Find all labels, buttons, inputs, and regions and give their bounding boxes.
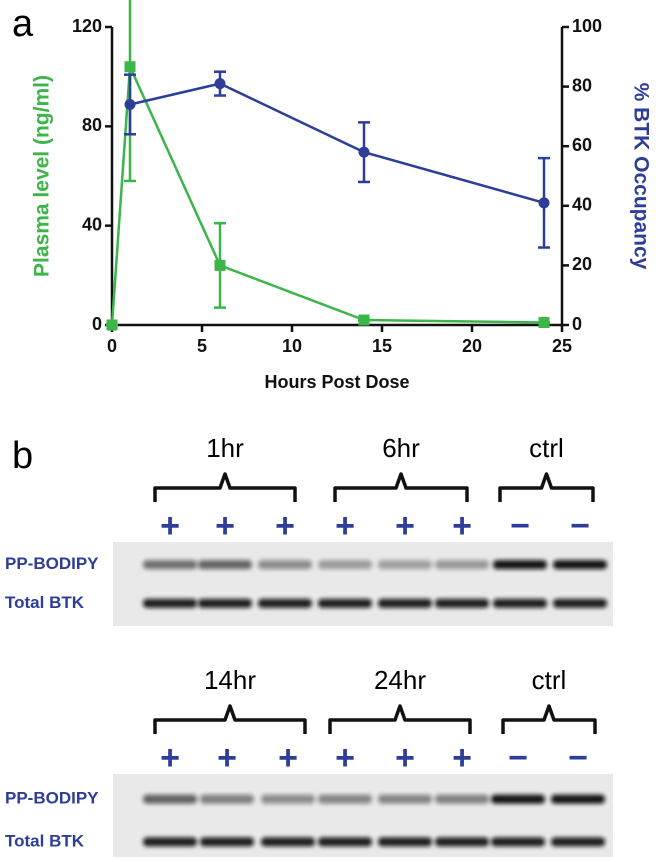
x-tick-label: 0 — [107, 336, 117, 356]
band — [200, 837, 254, 847]
y2-tick-label: 0 — [572, 314, 582, 334]
bracket — [501, 704, 597, 734]
treatment-sign: + — [278, 739, 298, 777]
point — [124, 98, 136, 110]
panel-label: a — [12, 3, 34, 45]
bracket — [153, 472, 297, 502]
y-axis-label: Plasma level (ng/ml) — [31, 75, 54, 277]
x-tick-label: 10 — [282, 336, 302, 356]
band — [378, 598, 432, 608]
row-label: PP-BODIPY — [5, 554, 99, 573]
treatment-sign: − — [568, 739, 588, 777]
x-tick-label: 20 — [462, 336, 482, 356]
y-tick-label: 80 — [82, 115, 102, 135]
y2-tick-label: 40 — [572, 195, 592, 215]
treatment-sign: + — [160, 739, 180, 777]
bracket — [328, 704, 472, 734]
band — [318, 560, 372, 570]
point — [106, 319, 118, 331]
point — [358, 314, 370, 326]
series-line — [129, 82, 545, 205]
band — [378, 560, 432, 570]
band — [551, 794, 605, 804]
panel-label: b — [12, 435, 33, 477]
x-tick-label: 5 — [197, 336, 207, 356]
y-tick-label: 120 — [72, 16, 102, 36]
band — [378, 794, 432, 804]
band — [493, 560, 547, 570]
gel — [113, 774, 613, 862]
band — [318, 837, 372, 847]
row-label: PP-BODIPY — [5, 789, 99, 808]
band — [261, 837, 315, 847]
y2-tick-label: 60 — [572, 135, 592, 155]
row-label: Total BTK — [5, 831, 85, 850]
gel — [113, 542, 613, 626]
band — [435, 837, 489, 847]
band — [553, 560, 607, 570]
treatment-sign: + — [217, 739, 237, 777]
band — [198, 560, 252, 570]
band — [435, 560, 489, 570]
x-tick-label: 15 — [372, 336, 392, 356]
band — [435, 598, 489, 608]
y2-tick-label: 100 — [572, 16, 602, 36]
band — [553, 598, 607, 608]
band — [200, 794, 254, 804]
band — [318, 794, 372, 804]
band — [143, 560, 197, 570]
treatment-sign: − — [570, 507, 590, 545]
row-label: Total BTK — [5, 593, 85, 612]
band — [198, 598, 252, 608]
bracket — [153, 704, 307, 734]
band — [378, 837, 432, 847]
band — [491, 837, 545, 847]
y-tick-label: 0 — [92, 314, 102, 334]
group-label: 6hr — [382, 433, 420, 463]
band — [493, 598, 547, 608]
y2-tick-label: 20 — [572, 254, 592, 274]
point — [214, 78, 226, 90]
band — [143, 837, 197, 847]
band — [143, 794, 197, 804]
x-axis-label: Hours Post Dose — [264, 372, 409, 392]
group-label: ctrl — [529, 433, 564, 463]
treatment-sign: + — [160, 507, 180, 545]
band — [258, 560, 312, 570]
band — [258, 598, 312, 608]
treatment-sign: + — [395, 507, 415, 545]
treatment-sign: − — [508, 739, 528, 777]
group-label: 24hr — [374, 665, 426, 695]
group-label: 14hr — [204, 665, 256, 695]
group-label: 1hr — [206, 433, 244, 463]
point — [538, 317, 550, 329]
x-tick-label: 25 — [552, 336, 572, 356]
y-tick-label: 40 — [82, 214, 102, 234]
point — [538, 197, 550, 209]
point — [214, 259, 226, 271]
bracket — [498, 472, 595, 502]
point — [124, 61, 136, 73]
y2-tick-label: 80 — [572, 75, 592, 95]
series-line — [110, 66, 545, 326]
treatment-sign: − — [510, 507, 530, 545]
treatment-sign: + — [452, 739, 472, 777]
treatment-sign: + — [452, 507, 472, 545]
point — [358, 146, 370, 158]
band — [491, 794, 545, 804]
band — [435, 794, 489, 804]
y2-axis-label: % BTK Occupancy — [629, 83, 652, 270]
band — [318, 598, 372, 608]
band — [551, 837, 605, 847]
treatment-sign: + — [335, 739, 355, 777]
treatment-sign: + — [275, 507, 295, 545]
treatment-sign: + — [395, 739, 415, 777]
treatment-sign: + — [215, 507, 235, 545]
band — [261, 794, 315, 804]
group-label: ctrl — [532, 665, 567, 695]
bracket — [333, 472, 469, 502]
band — [143, 598, 197, 608]
treatment-sign: + — [335, 507, 355, 545]
